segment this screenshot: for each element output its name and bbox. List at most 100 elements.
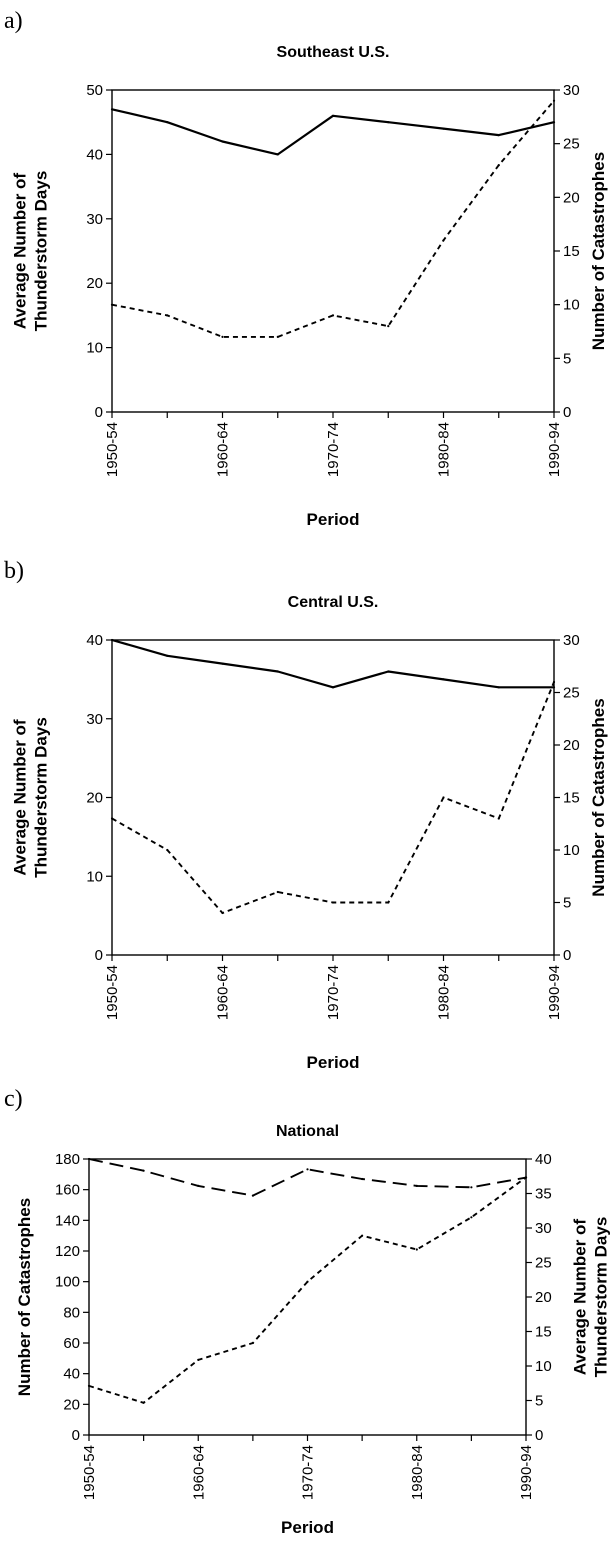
data-point — [331, 686, 335, 689]
data-point — [110, 638, 114, 642]
data-point — [276, 670, 279, 673]
y-right-tick-label: 10 — [563, 842, 580, 859]
data-point — [387, 121, 390, 124]
data-point — [110, 303, 114, 306]
y-left-tick-label: 40 — [86, 146, 103, 163]
data-point — [166, 121, 169, 124]
y-right-tick-label: 20 — [563, 189, 580, 206]
y-left-tick-label: 160 — [55, 1182, 80, 1199]
panel-letter: c) — [4, 1086, 23, 1112]
data-point — [470, 1186, 473, 1189]
y-left-axis-title: Number of Catastrophes — [15, 1198, 34, 1396]
y-left-tick-label: 20 — [63, 1396, 80, 1413]
x-axis-title: Period — [307, 510, 360, 529]
data-point — [442, 678, 445, 681]
data-point — [524, 1176, 528, 1179]
x-tick-label: 1990-94 — [518, 1445, 535, 1500]
data-point — [221, 335, 224, 338]
x-tick-label: 1970-74 — [325, 422, 342, 477]
x-tick-label: 1970-74 — [300, 1445, 317, 1500]
data-point — [361, 1177, 364, 1181]
y-right-tick-label: 15 — [535, 1324, 552, 1341]
y-right-tick-label: 5 — [535, 1393, 543, 1410]
y-left-tick-label: 100 — [55, 1274, 80, 1291]
y-left-axis-title: Average Number of — [11, 719, 30, 876]
data-point — [276, 335, 279, 338]
y-right-tick-label: 25 — [535, 1255, 552, 1272]
y-left-tick-label: 80 — [63, 1304, 80, 1321]
data-point — [166, 848, 169, 852]
data-point — [552, 686, 556, 689]
data-point — [331, 314, 335, 317]
data-point — [497, 817, 500, 820]
x-tick-label: 1950-54 — [81, 1445, 98, 1500]
x-tick-label: 1990-94 — [546, 422, 563, 477]
x-axis-title: Period — [281, 1518, 334, 1537]
x-tick-label: 1960-64 — [215, 965, 232, 1020]
data-point — [221, 140, 224, 143]
x-tick-label: 1980-84 — [409, 1445, 426, 1500]
y-left-tick-label: 20 — [86, 275, 103, 292]
y-right-axis-title: Number of Catastrophes — [589, 152, 608, 350]
y-right-tick-label: 40 — [535, 1151, 552, 1168]
y-left-tick-label: 40 — [86, 632, 103, 649]
y-left-axis-title: Average Number of — [11, 173, 30, 330]
y-right-tick-label: 20 — [563, 737, 580, 754]
series-line-dotted-right — [111, 681, 555, 914]
x-tick-label: 1980-84 — [436, 422, 453, 477]
y-right-tick-label: 0 — [563, 404, 571, 421]
y-left-tick-label: 60 — [63, 1335, 80, 1352]
chart-title: National — [276, 1123, 339, 1140]
plot-frame — [88, 1158, 527, 1436]
data-point — [415, 1184, 418, 1187]
y-left-tick-label: 180 — [55, 1151, 80, 1168]
data-point — [552, 680, 556, 684]
y-right-tick-label: 5 — [563, 350, 571, 367]
x-axis-title: Period — [307, 1053, 360, 1072]
x-tick-label: 1980-84 — [436, 965, 453, 1020]
y-right-tick-label: 25 — [563, 685, 580, 702]
data-point — [251, 1194, 254, 1197]
chart-title: Central U.S. — [288, 594, 379, 611]
data-point — [442, 796, 445, 799]
x-tick-label: 1960-64 — [190, 1445, 207, 1500]
y-right-axis-title: Number of Catastrophes — [589, 698, 608, 896]
y-right-tick-label: 10 — [563, 297, 580, 314]
data-point — [142, 1169, 145, 1172]
y-right-tick-label: 0 — [563, 947, 571, 964]
series-line-dotted-left — [88, 1176, 527, 1404]
data-point — [221, 662, 224, 665]
data-point — [497, 134, 500, 137]
data-point — [470, 1216, 473, 1219]
data-point — [110, 108, 114, 111]
chart-panel-1: a) Southeast U.S. 0 10 20 30 40 50 0 5 10 15 20 25 30 1… — [4, 8, 608, 529]
data-point — [387, 325, 390, 328]
data-point — [361, 1234, 364, 1237]
y-left-tick-label: 20 — [86, 790, 103, 807]
y-left-tick-label: 10 — [86, 340, 103, 357]
data-point — [87, 1157, 91, 1161]
y-right-axis-title: Average Number of — [571, 1219, 590, 1376]
y-right-tick-label: 10 — [535, 1358, 552, 1375]
y-left-tick-label: 30 — [86, 711, 103, 728]
y-left-tick-label: 30 — [86, 211, 103, 228]
data-point — [221, 911, 224, 915]
x-tick-label: 1960-64 — [215, 422, 232, 477]
data-point — [442, 239, 445, 242]
y-left-tick-label: 40 — [63, 1366, 80, 1383]
y-left-tick-label: 0 — [95, 947, 103, 964]
data-point — [306, 1168, 309, 1171]
x-tick-label: 1970-74 — [325, 965, 342, 1020]
y-left-axis-title: Thunderstorm Days — [32, 171, 51, 332]
y-right-tick-label: 35 — [535, 1186, 552, 1203]
data-point — [110, 817, 114, 820]
data-point — [251, 1341, 254, 1345]
y-left-axis-title: Thunderstorm Days — [32, 717, 51, 878]
data-point — [276, 890, 279, 894]
chart-panel-2: b) Central U.S. 0 10 20 30 40 0 5 10 15 20 25 30 1950-… — [4, 558, 608, 1072]
x-tick-label: 1990-94 — [546, 965, 563, 1020]
y-left-tick-label: 120 — [55, 1243, 80, 1260]
data-point — [497, 164, 500, 167]
chart-panel-3: c) National 0 20 40 60 80 100 120 140 160 180 0 5 10 15… — [4, 1086, 611, 1537]
